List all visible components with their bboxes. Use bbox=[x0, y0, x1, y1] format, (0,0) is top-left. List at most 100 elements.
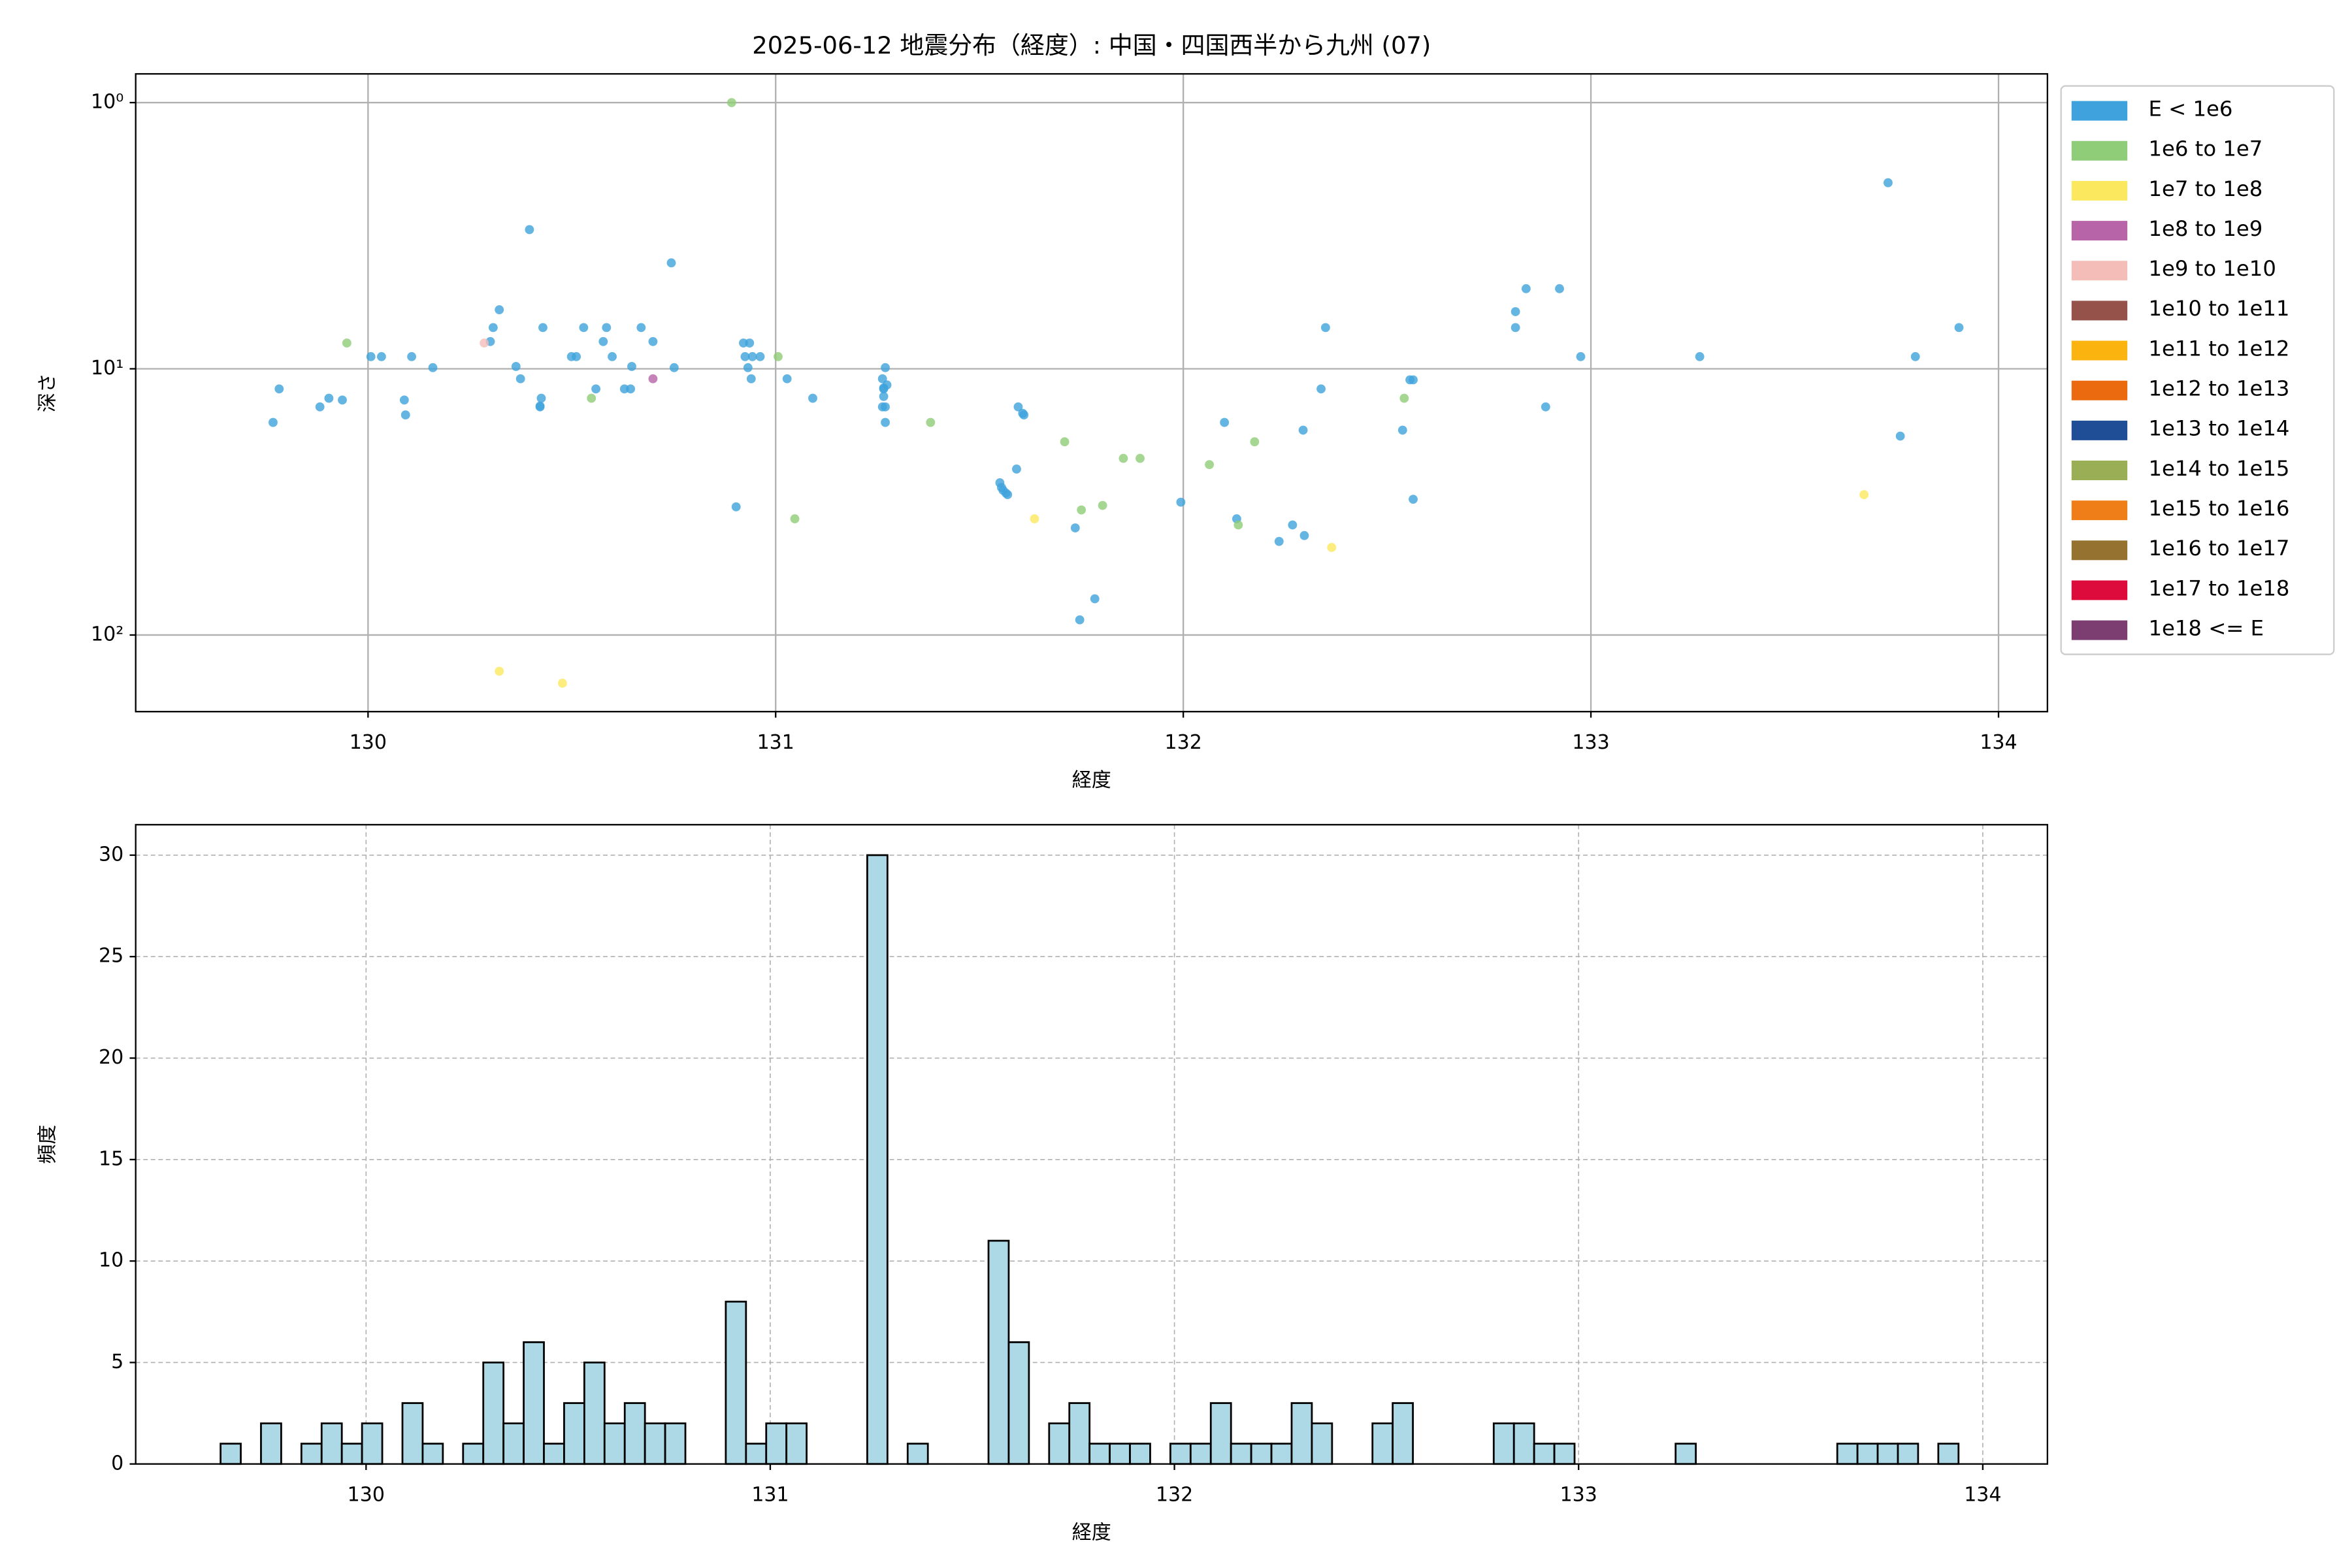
histogram-bar bbox=[1533, 1443, 1556, 1465]
x-tick-label: 130 bbox=[350, 731, 387, 754]
histogram-bar bbox=[1311, 1422, 1333, 1465]
data-point bbox=[342, 338, 351, 348]
data-point bbox=[1397, 425, 1407, 435]
histogram-bar bbox=[482, 1362, 505, 1465]
histogram-bar bbox=[1270, 1443, 1293, 1465]
data-point bbox=[1576, 351, 1586, 361]
legend-swatch bbox=[2071, 101, 2128, 121]
histogram-bar bbox=[603, 1422, 626, 1465]
data-point bbox=[1220, 417, 1230, 427]
data-point bbox=[428, 363, 438, 372]
x-tick-label: 131 bbox=[751, 1484, 789, 1507]
data-point bbox=[1320, 323, 1330, 333]
data-point bbox=[636, 323, 646, 333]
histogram-bar bbox=[906, 1443, 929, 1465]
x-axis-label: 経度 bbox=[1072, 769, 1111, 792]
data-point bbox=[1910, 351, 1920, 361]
data-point bbox=[1019, 410, 1029, 419]
y-tick-label: 20 bbox=[99, 1046, 123, 1069]
y-tick-label: 10 bbox=[99, 1249, 123, 1272]
data-point bbox=[480, 338, 489, 348]
data-point bbox=[608, 351, 617, 361]
data-point bbox=[269, 417, 278, 427]
x-tick-label: 133 bbox=[1572, 731, 1609, 754]
histogram-bar bbox=[765, 1422, 788, 1465]
legend-label: 1e6 to 1e7 bbox=[2148, 137, 2262, 161]
legend-swatch bbox=[2071, 580, 2128, 600]
histogram-bar bbox=[664, 1422, 687, 1465]
data-point bbox=[747, 351, 757, 361]
data-point bbox=[1077, 505, 1086, 515]
data-point bbox=[338, 395, 347, 405]
x-tick-label: 130 bbox=[348, 1484, 385, 1507]
histogram-bar bbox=[1553, 1443, 1576, 1465]
data-point bbox=[400, 410, 410, 419]
data-point bbox=[1409, 375, 1418, 385]
histogram-bar bbox=[1007, 1341, 1030, 1465]
x-axis-label: 経度 bbox=[1072, 1521, 1111, 1544]
data-point bbox=[1327, 543, 1337, 552]
data-point bbox=[626, 384, 636, 394]
histogram-bar bbox=[361, 1422, 384, 1465]
y-tick-label: 15 bbox=[99, 1147, 123, 1170]
x-tick-label: 131 bbox=[757, 731, 794, 754]
data-point bbox=[1521, 284, 1531, 293]
data-point bbox=[558, 678, 567, 688]
data-point bbox=[669, 363, 679, 372]
data-point bbox=[1003, 490, 1013, 500]
histogram-bar bbox=[745, 1443, 768, 1465]
histogram-bar bbox=[300, 1443, 323, 1465]
data-point bbox=[881, 363, 890, 372]
data-point bbox=[782, 374, 792, 384]
y-axis-label: 頻度 bbox=[36, 1125, 59, 1164]
data-point bbox=[598, 336, 608, 346]
histogram-bar bbox=[1897, 1443, 1919, 1465]
histogram-bar bbox=[1836, 1443, 1859, 1465]
data-point bbox=[1298, 425, 1308, 435]
legend-swatch bbox=[2071, 221, 2128, 241]
histogram-bar bbox=[1048, 1422, 1071, 1465]
data-point bbox=[1250, 437, 1260, 447]
histogram-bar bbox=[1937, 1443, 1960, 1465]
histogram-bar bbox=[1876, 1443, 1899, 1465]
legend-swatch bbox=[2071, 620, 2128, 640]
data-point bbox=[648, 336, 658, 346]
histogram-bar bbox=[1230, 1443, 1252, 1465]
data-point bbox=[1511, 307, 1520, 316]
data-point bbox=[666, 258, 676, 268]
data-point bbox=[407, 351, 417, 361]
x-tick-label: 132 bbox=[1156, 1484, 1193, 1507]
data-point bbox=[488, 323, 498, 333]
histogram-bar bbox=[523, 1341, 545, 1465]
data-point bbox=[1695, 351, 1705, 361]
histogram-bar bbox=[1129, 1443, 1151, 1465]
data-point bbox=[399, 395, 409, 405]
data-point bbox=[572, 351, 581, 361]
histogram-bar bbox=[260, 1422, 282, 1465]
data-point bbox=[602, 323, 612, 333]
data-point bbox=[525, 225, 534, 235]
legend-label: 1e9 to 1e10 bbox=[2148, 256, 2276, 281]
histogram-bar bbox=[1068, 1402, 1091, 1465]
data-point bbox=[1205, 460, 1215, 470]
histogram-bar bbox=[502, 1422, 525, 1465]
histogram-bar bbox=[1856, 1443, 1879, 1465]
histogram-bar bbox=[987, 1239, 1010, 1465]
legend-label: 1e16 to 1e17 bbox=[2148, 536, 2289, 561]
histogram-bar bbox=[320, 1422, 343, 1465]
y-axis-label: 深さ bbox=[36, 373, 59, 412]
data-point bbox=[515, 374, 525, 384]
y-tick-label: 10¹ bbox=[91, 357, 123, 380]
legend-label: 1e7 to 1e8 bbox=[2148, 176, 2262, 201]
data-point bbox=[731, 502, 741, 512]
data-point bbox=[743, 363, 753, 372]
data-point bbox=[1859, 490, 1869, 500]
data-point bbox=[1288, 520, 1298, 530]
histogram-bar bbox=[785, 1422, 808, 1465]
histogram-bar bbox=[421, 1443, 444, 1465]
legend-label: 1e18 <= E bbox=[2148, 615, 2264, 640]
histogram-bar bbox=[866, 854, 889, 1465]
legend-box bbox=[2060, 85, 2335, 655]
